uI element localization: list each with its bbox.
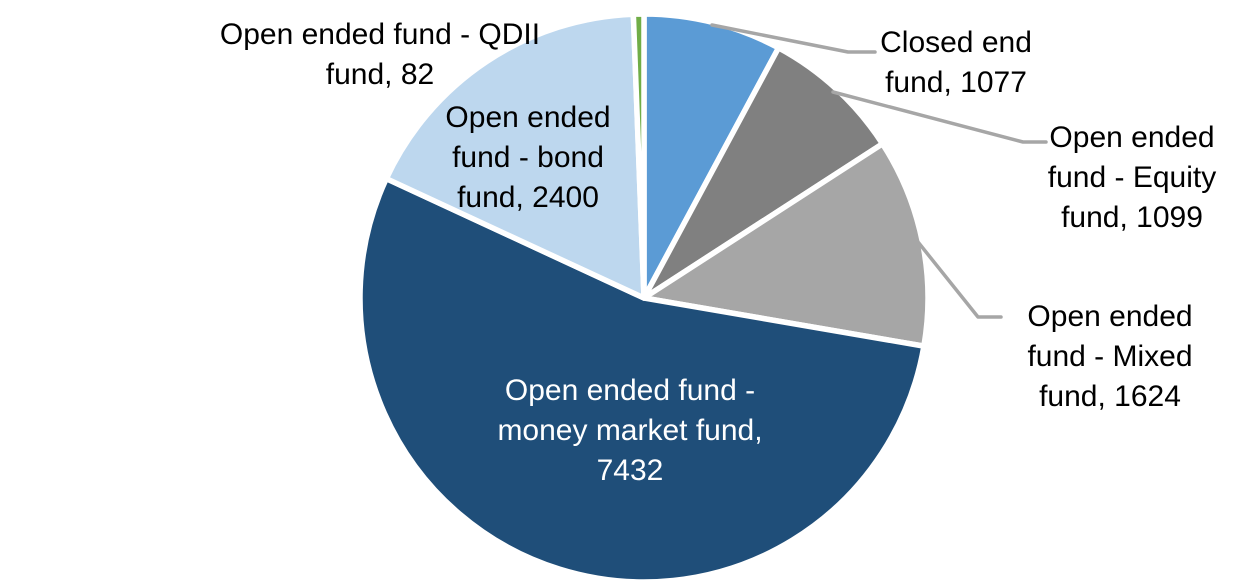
pie-slice-closed-end-fund [641, 11, 782, 301]
pie-slice-open-ended-fund-mixed-fund [641, 141, 931, 349]
leader-line-open-ended-fund-mixed-fund [916, 240, 1003, 319]
data-label-open-ended-fund-money-market-fund: Open ended fund -money market fund, 7432 [497, 374, 762, 487]
data-label-open-ended-fund-equity-fund: Open ended fund - Equity fund, 1099 [1048, 121, 1216, 234]
data-label-open-ended-fund-mixed-fund: Open ended fund - Mixed fund, 1624 [1027, 300, 1192, 413]
data-label-open-ended-fund-bond-fund: Open ended fund - bond fund, 2400 [445, 101, 610, 214]
pie-slice-open-ended-fund-money-market-fund [357, 175, 927, 584]
leader-line-open-ended-fund-equity-fund [831, 90, 1048, 144]
data-label-closed-end-fund: Closed end fund, 1077 [880, 26, 1032, 99]
leader-line-closed-end-fund [710, 23, 877, 54]
pie-slice-open-ended-fund-bond-fund [383, 11, 647, 301]
pie-slice-open-ended-fund-qdii-fund [630, 11, 647, 301]
pie-slice-open-ended-fund-equity-fund [641, 45, 886, 301]
data-label-open-ended-fund-qdii-fund: Open ended fund - QDII fund, 82 [220, 18, 540, 91]
